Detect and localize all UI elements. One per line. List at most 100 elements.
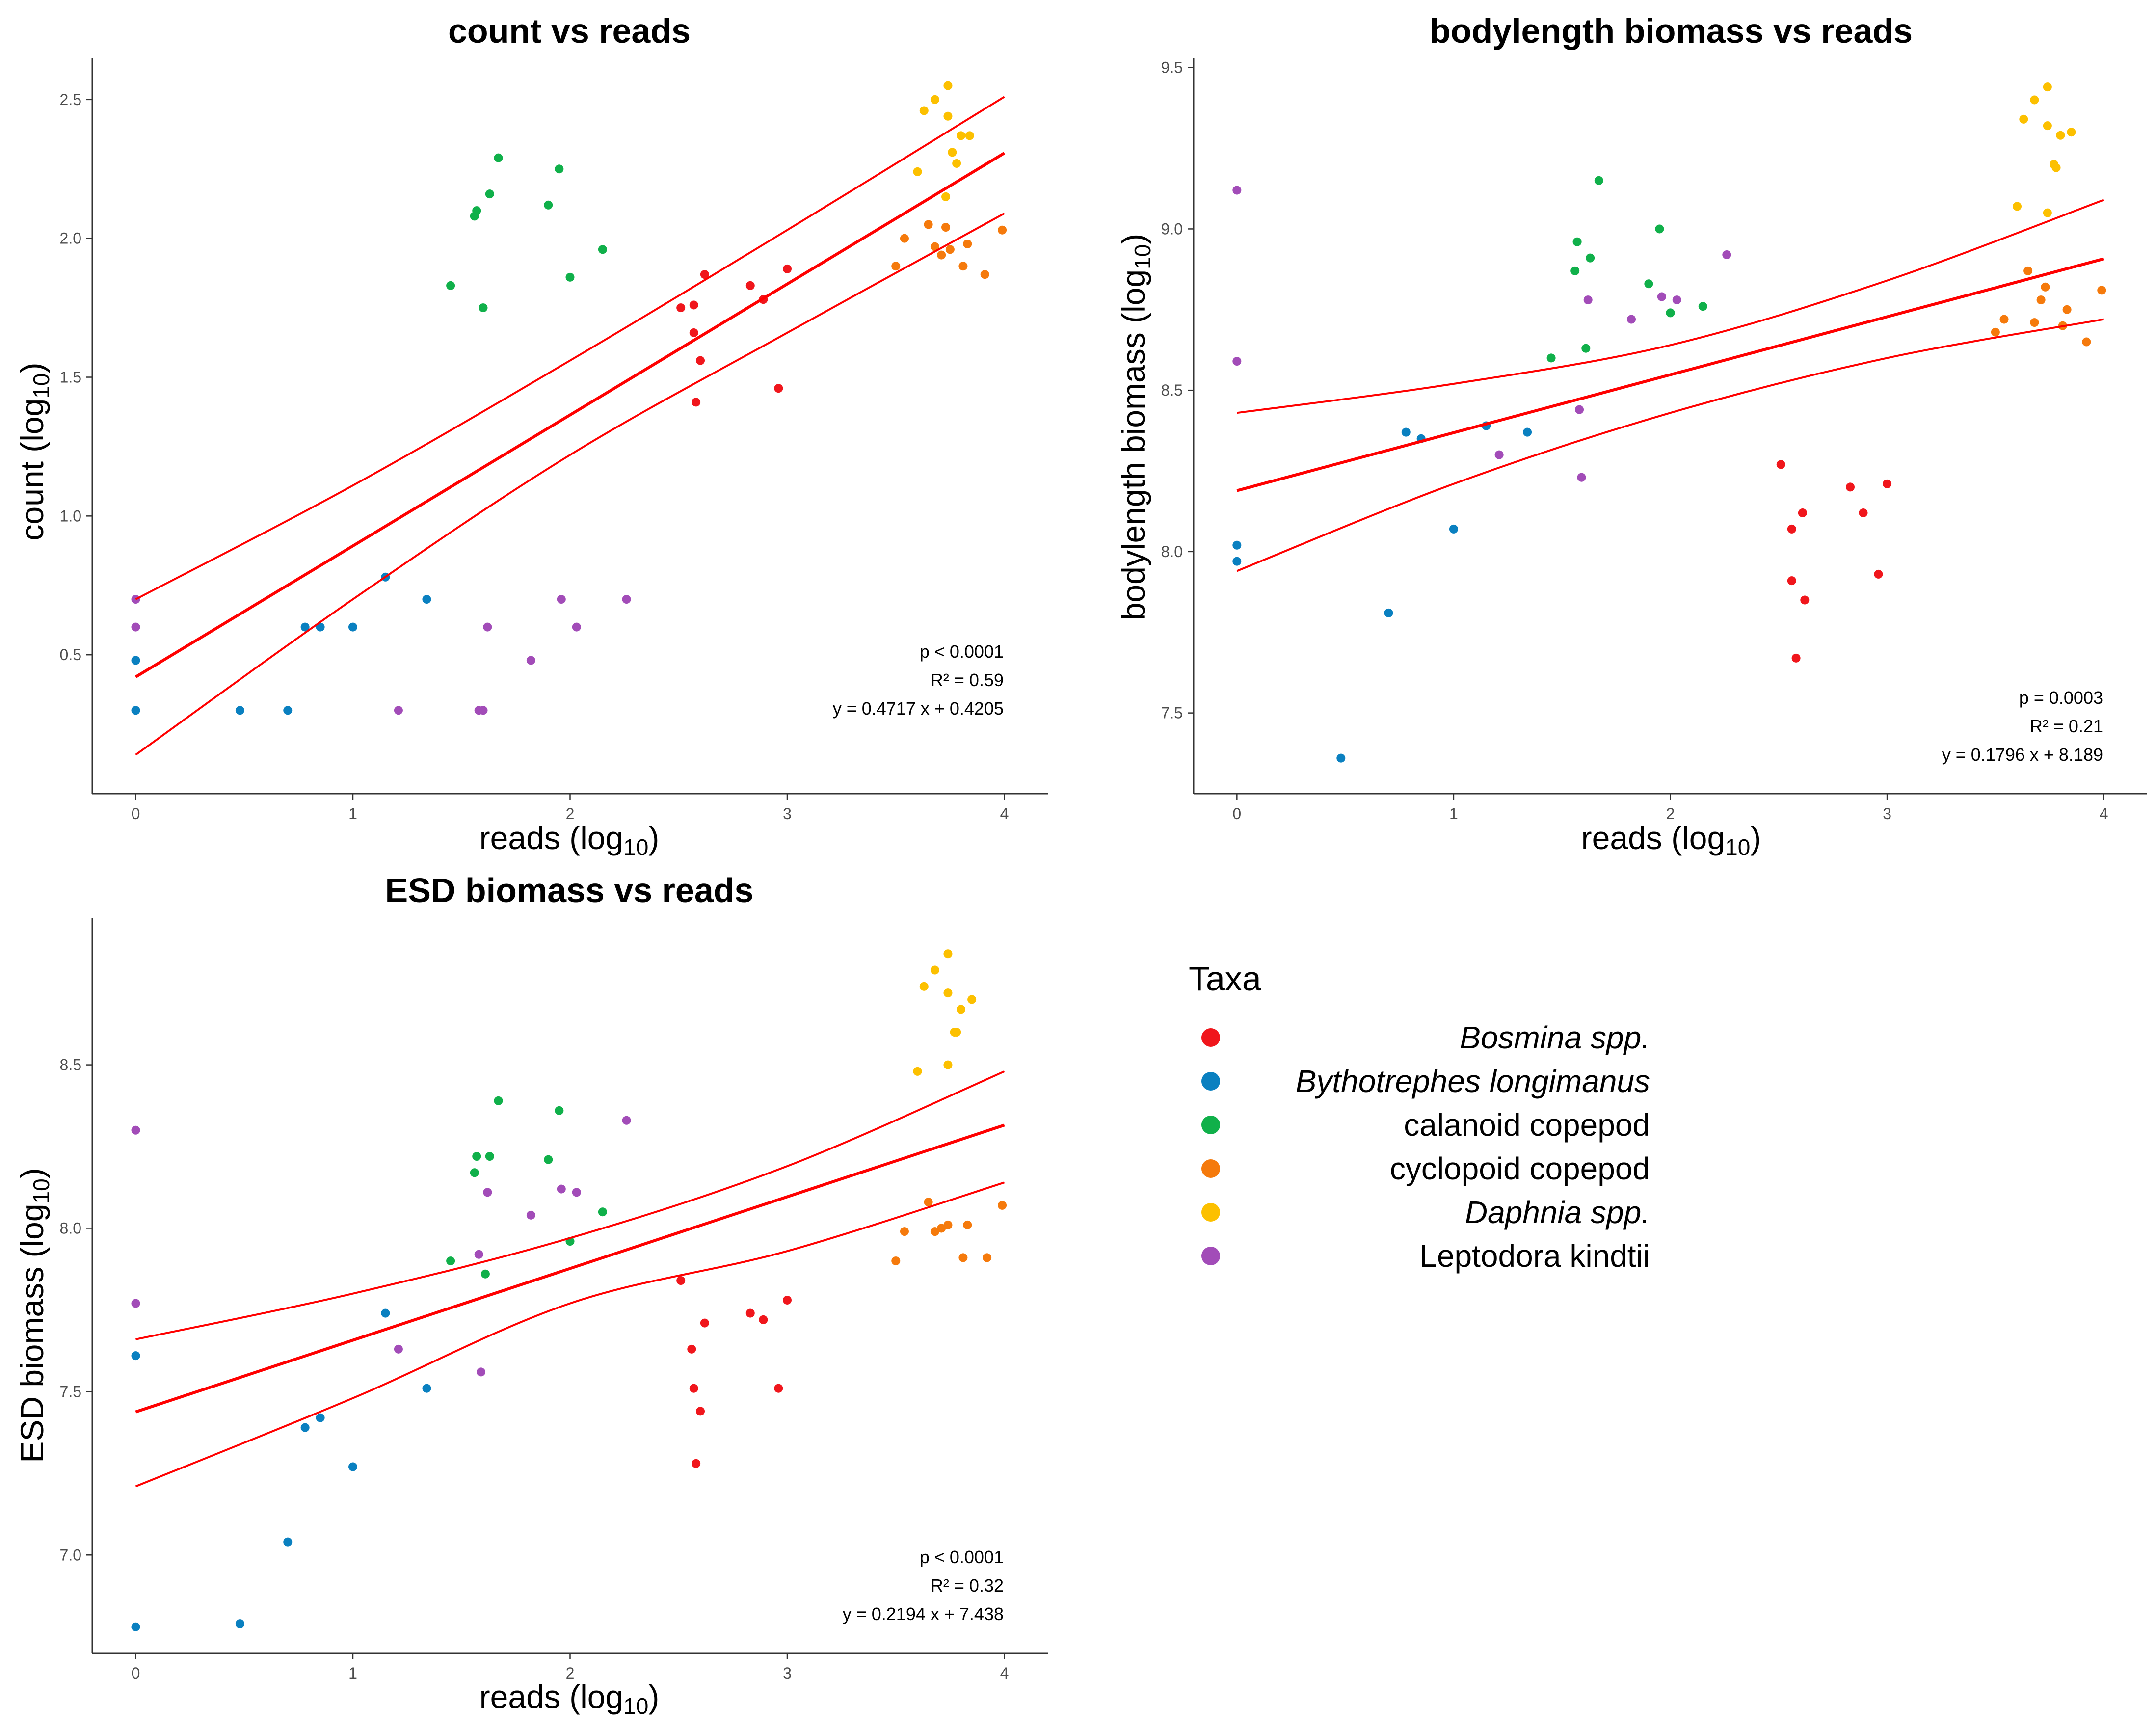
panel-count-point-calanoid <box>494 153 503 162</box>
panel-count-point-bosmina <box>700 270 709 279</box>
panel-bodylength-point-daphnia <box>2067 128 2076 137</box>
panel-count-y-tick-label: 1.0 <box>60 507 81 525</box>
panel-esd-point-calanoid <box>544 1155 553 1164</box>
panel-bodylength-x-tick-label: 3 <box>1883 805 1891 823</box>
panel-esd-x-tick-label: 1 <box>348 1664 357 1682</box>
panel-bodylength-ci-lower <box>1236 318 2104 572</box>
legend-key-dot <box>1201 1116 1220 1134</box>
panel-count-y-tick-label: 0.5 <box>60 646 81 664</box>
legend: Taxa Bosmina spp. Bythotrephes longimanus… <box>1189 960 1650 1274</box>
panel-count-x-tick-label: 4 <box>1000 805 1009 823</box>
panel-bodylength-point-daphnia <box>2056 131 2065 140</box>
panel-bodylength-stat-eq: y = 0.1796 x + 8.189 <box>1942 745 2103 765</box>
panel-esd-ci-lower <box>135 1181 1005 1488</box>
panel-bodylength-point-leptodora <box>1575 405 1584 414</box>
panel-count-regression-line <box>134 152 1006 678</box>
panel-count-point-bythotrephes <box>300 622 310 632</box>
panel-esd-point-leptodora <box>477 1367 486 1377</box>
panel-esd-point-calanoid <box>472 1152 481 1161</box>
panel-count-point-daphnia <box>965 131 974 140</box>
panel-esd-point-bosmina <box>696 1407 705 1416</box>
panel-count: count vs reads count (log10) reads (log1… <box>14 12 1048 860</box>
panel-count-point-calanoid <box>598 245 607 254</box>
panel-esd-point-bosmina <box>700 1318 709 1328</box>
legend-key-dot <box>1201 1247 1220 1265</box>
panel-count-point-cyclopoid <box>941 223 951 232</box>
panel-esd-point-calanoid <box>555 1106 564 1115</box>
panel-count-plot: 0 1 2 3 4 0.5 1.0 1.5 2.0 2.5 <box>60 58 1048 823</box>
panel-esd-point-daphnia <box>967 995 977 1004</box>
legend-label: Bosmina spp. <box>1460 1020 1650 1055</box>
panel-esd-point-daphnia <box>930 965 939 975</box>
panel-esd-y-tick-label: 8.5 <box>60 1056 81 1074</box>
panel-esd-point-bythotrephes <box>316 1413 325 1422</box>
panel-count-stat-r2: R² = 0.59 <box>931 670 1004 690</box>
panel-esd-stat-r2: R² = 0.32 <box>931 1575 1004 1596</box>
panel-bodylength-point-calanoid <box>1698 302 1707 311</box>
panel-count-stats: p < 0.0001 R² = 0.59 y = 0.4717 x + 0.42… <box>833 641 1004 719</box>
panel-esd-point-bythotrephes <box>131 1351 140 1361</box>
panel-bodylength-point-calanoid <box>1570 266 1580 275</box>
panel-esd-x-tick-label: 4 <box>1000 1664 1009 1682</box>
panel-count-point-calanoid <box>544 200 553 210</box>
panel-esd-x-tick-label: 3 <box>783 1664 792 1682</box>
panel-count-point-bosmina <box>783 264 792 273</box>
panel-count-point-leptodora <box>572 622 581 632</box>
panel-bodylength-x-tick-label: 4 <box>2100 805 2108 823</box>
panel-esd-point-cyclopoid <box>930 1227 939 1236</box>
legend-key-dot <box>1201 1159 1220 1178</box>
panel-esd-y-tick-label: 8.0 <box>60 1219 81 1237</box>
panel-bodylength-point-bythotrephes <box>1449 524 1458 534</box>
panel-esd-point-cyclopoid <box>998 1201 1007 1210</box>
panel-bodylength-point-bythotrephes <box>1401 427 1411 437</box>
legend-label: cyclopoid copepod <box>1390 1151 1650 1186</box>
panel-bodylength-point-bosmina <box>1800 595 1810 605</box>
panel-count-point-calanoid <box>446 281 455 290</box>
panel-bodylength-point-daphnia <box>2013 202 2022 211</box>
panel-count-point-bosmina <box>774 384 783 393</box>
panel-esd-x-tick-label: 2 <box>566 1664 575 1682</box>
legend-label: calanoid copepod <box>1404 1107 1650 1143</box>
panel-bodylength-point-cyclopoid <box>2030 318 2039 327</box>
legend-item-leptodora: Leptodora kindtii <box>1201 1238 1650 1274</box>
panel-bodylength-point-cyclopoid <box>2097 286 2106 295</box>
panel-count-point-calanoid <box>479 303 488 313</box>
panel-esd-stat-p: p < 0.0001 <box>920 1547 1004 1567</box>
panel-esd-point-cyclopoid <box>891 1256 901 1266</box>
panel-bodylength-point-calanoid <box>1666 308 1675 318</box>
panel-esd-point-calanoid <box>494 1096 503 1105</box>
panel-esd-point-cyclopoid <box>943 1220 953 1229</box>
panel-count-point-leptodora <box>479 706 488 715</box>
panel-bodylength-y-tick-label: 9.5 <box>1161 59 1183 77</box>
panel-count-ci-lower <box>135 213 1005 756</box>
panel-bodylength-y-tick-label: 8.0 <box>1161 543 1183 561</box>
panel-count-point-cyclopoid <box>963 239 972 248</box>
legend-item-daphnia: Daphnia spp. <box>1201 1195 1650 1230</box>
panel-count-point-daphnia <box>913 167 922 176</box>
panel-esd-title: ESD biomass vs reads <box>385 871 754 909</box>
panel-bodylength-point-calanoid <box>1655 224 1664 234</box>
legend-item-cyclopoid: cyclopoid copepod <box>1201 1151 1650 1186</box>
panel-esd-point-bythotrephes <box>235 1619 244 1628</box>
panel-count-point-cyclopoid <box>998 225 1007 235</box>
panel-esd-point-leptodora <box>526 1210 535 1220</box>
legend-title: Taxa <box>1189 960 1261 998</box>
panel-bodylength-point-bythotrephes <box>1336 753 1346 763</box>
legend-label: Leptodora kindtii <box>1419 1238 1650 1274</box>
panel-bodylength-point-cyclopoid <box>2023 266 2033 275</box>
panel-esd-x-tick-label: 0 <box>132 1664 140 1682</box>
panel-esd-point-calanoid <box>598 1207 607 1217</box>
legend-item-calanoid: calanoid copepod <box>1201 1107 1650 1143</box>
panel-esd-point-leptodora <box>483 1188 492 1197</box>
panel-count-point-leptodora <box>483 622 492 632</box>
panel-count-point-cyclopoid <box>945 245 955 254</box>
panel-count-title: count vs reads <box>448 12 691 50</box>
panel-esd-point-bosmina <box>692 1459 701 1468</box>
panel-count-point-bosmina <box>696 356 705 365</box>
panel-count-y-tick-label: 2.5 <box>60 91 81 108</box>
panel-bodylength-x-tick-label: 0 <box>1232 805 1241 823</box>
panel-esd-point-leptodora <box>557 1184 566 1194</box>
panel-count-point-daphnia <box>919 106 929 115</box>
panel-count-point-bosmina <box>745 281 755 290</box>
panel-esd-point-leptodora <box>131 1125 140 1135</box>
